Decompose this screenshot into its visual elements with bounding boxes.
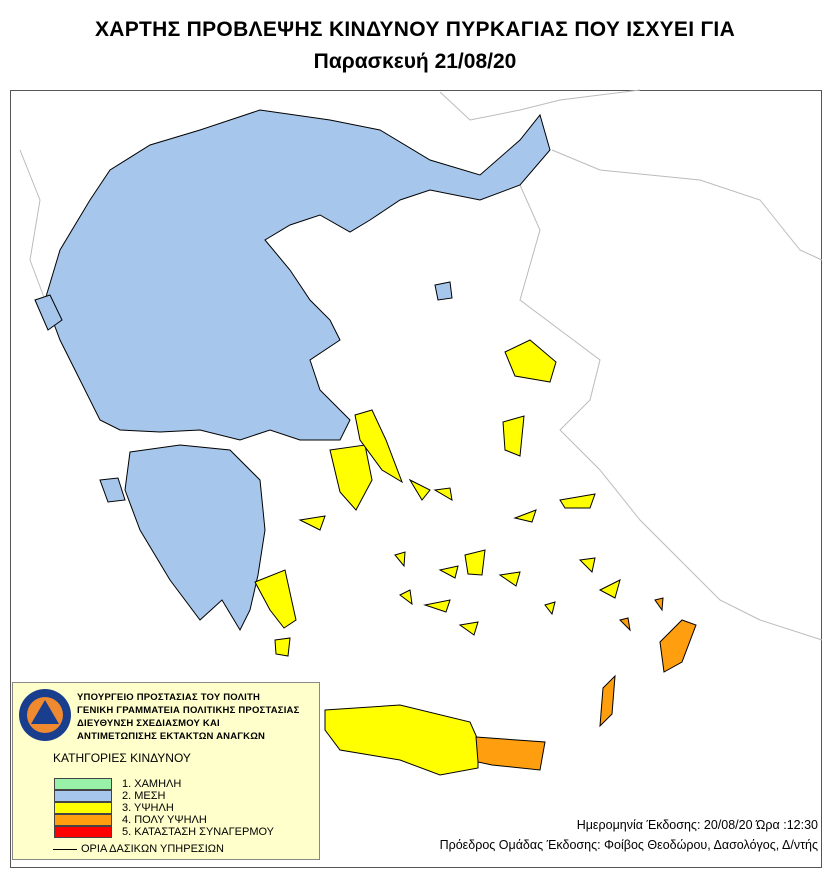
region-mainland	[44, 109, 551, 441]
region-peloponnese	[124, 444, 266, 632]
org-line: ΓΕΝΙΚΗ ΓΡΑΜΜΑΤΕΙΑ ΠΟΛΙΤΙΚΗΣ ΠΡΟΣΤΑΣΙΑΣ	[77, 705, 300, 716]
org-line: ΔΙΕΥΘΥΝΣΗ ΣΧΕΔΙΑΣΜΟΥ ΚΑΙ	[77, 718, 220, 729]
swatch	[54, 802, 112, 814]
map-frame	[10, 90, 822, 868]
legend-item-medium: 2. ΜΕΣΗ	[54, 790, 165, 802]
turkey-coast-north	[551, 149, 823, 261]
legend-item-forest-boundaries: ΟΡΙΑ ΔΑΣΙΚΩΝ ΥΠΗΡΕΣΙΩΝ	[53, 843, 224, 855]
boundary-line	[53, 848, 77, 850]
map-date: Παρασκευή 21/08/20	[313, 50, 517, 73]
issue-date: Ημερομηνία Έκδοσης: 20/08/20 Ώρα :12:30	[576, 818, 818, 832]
issuing-author: Πρόεδρος Ομάδας Έκδοσης: Φοίβος Θεοδώρου…	[439, 838, 818, 852]
legend-item-low: 1. ΧΑΜΗΛΗ	[54, 778, 181, 790]
legend-label: 1. ΧΑΜΗΛΗ	[122, 778, 182, 790]
albania-coast	[19, 149, 46, 301]
legend-label: ΟΡΙΑ ΔΑΣΙΚΩΝ ΥΠΗΡΕΣΙΩΝ	[81, 843, 224, 855]
legend-label: 4. ΠΟΛΥ ΥΨΗΛΗ	[122, 814, 207, 826]
bulgaria-border	[439, 89, 641, 121]
region-high-risk	[254, 339, 621, 776]
legend-label: 3. ΥΨΗΛΗ	[122, 802, 174, 814]
region-very-high-risk	[475, 597, 697, 771]
neighbor-borders	[19, 89, 823, 641]
map-title: ΧΑΡΤΗΣ ΠΡΟΒΛΕΨΗΣ ΚΙΝΔΥΝΟΥ ΠΥΡΚΑΓΙΑΣ ΠΟΥ …	[94, 18, 736, 41]
organization-name: ΥΠΟΥΡΓΕΙΟ ΠΡΟΣΤΑΣΙΑΣ ΤΟΥ ΠΟΛΙΤΗ ΓΕΝΙΚΗ Γ…	[77, 691, 300, 743]
swatch	[54, 778, 112, 790]
swatch	[54, 814, 112, 826]
legend-item-alert: 5. ΚΑΤΑΣΤΑΣΗ ΣΥΝΑΓΕΡΜΟΥ	[54, 826, 274, 838]
civil-protection-logo	[19, 689, 71, 741]
swatch	[54, 826, 112, 838]
region-ionian-islands	[34, 281, 453, 503]
turkey-coast-west	[519, 184, 823, 641]
categories-title: ΚΑΤΗΓΟΡΙΕΣ ΚΙΝΔΥΝΟΥ	[53, 751, 191, 765]
legend-label: 2. ΜΕΣΗ	[122, 790, 166, 802]
org-line: ΥΠΟΥΡΓΕΙΟ ΠΡΟΣΤΑΣΙΑΣ ΤΟΥ ΠΟΛΙΤΗ	[77, 692, 261, 703]
legend-item-high: 3. ΥΨΗΛΗ	[54, 802, 174, 814]
org-line: ΑΝΤΙΜΕΤΩΠΙΣΗΣ ΕΚΤΑΚΤΩΝ ΑΝΑΓΚΩΝ	[77, 731, 266, 742]
swatch	[54, 790, 112, 802]
legend-panel: ΥΠΟΥΡΓΕΙΟ ΠΡΟΣΤΑΣΙΑΣ ΤΟΥ ΠΟΛΙΤΗ ΓΕΝΙΚΗ Γ…	[12, 682, 320, 860]
legend-label: 5. ΚΑΤΑΣΤΑΣΗ ΣΥΝΑΓΕΡΜΟΥ	[122, 826, 275, 838]
legend-item-very-high: 4. ΠΟΛΥ ΥΨΗΛΗ	[54, 814, 207, 826]
